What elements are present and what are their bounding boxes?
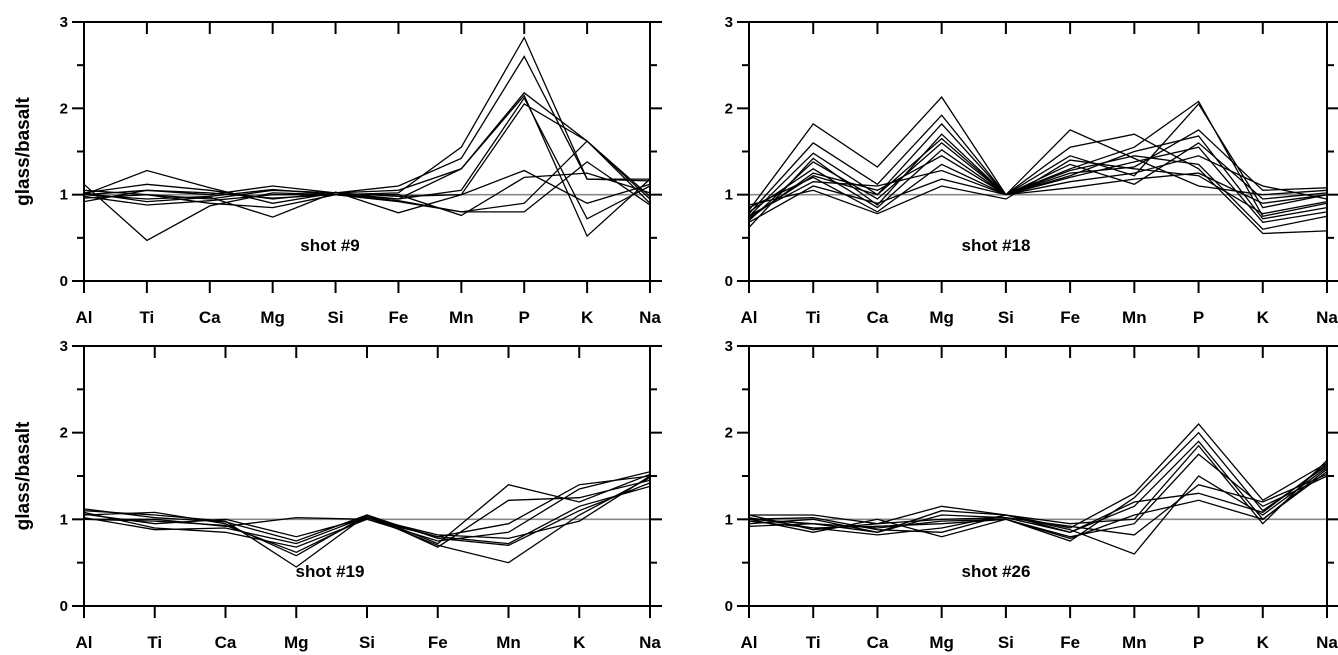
series-line-6 (83, 482, 651, 546)
x-tick-label: Ti (147, 633, 162, 652)
series-line-9 (83, 172, 651, 217)
x-tick-label: Mn (1122, 308, 1147, 327)
panel-shot-26: 0 1 2 3 Al Ti Ca Mg Si Fe Mn P K Na shot #26 (725, 338, 1338, 652)
series-line-9 (748, 463, 1328, 533)
series-line-5 (83, 477, 651, 564)
y-tick-label: 1 (60, 187, 68, 204)
y-axis-label: glass/basalt (13, 96, 34, 205)
series-line-8 (84, 485, 651, 545)
x-tick-label: K (581, 308, 594, 327)
y-tick-label: 0 (60, 273, 68, 290)
series-line-6 (748, 466, 1328, 555)
panel-title: shot #26 (962, 562, 1031, 581)
y-tick-label: 1 (60, 511, 68, 528)
x-tick-label: Mg (284, 633, 309, 652)
x-tick-label: Fe (1060, 633, 1080, 652)
series-line-4 (83, 471, 651, 548)
x-tick-label: Na (639, 308, 661, 327)
x-tick-label: K (1257, 633, 1270, 652)
x-tick-label: Ca (199, 308, 221, 327)
y-tick-label: 1 (725, 187, 733, 204)
x-tick-label: Ti (139, 308, 154, 327)
x-tick-label: Al (741, 633, 758, 652)
series-line-5 (748, 453, 1328, 538)
series-line-1 (748, 96, 1328, 211)
x-tick-label: Si (359, 633, 375, 652)
series-line-7 (748, 146, 1328, 224)
x-tick-label: Ca (215, 633, 237, 652)
y-tick-label: 1 (725, 511, 733, 528)
x-tick-label: Fe (428, 633, 448, 652)
series-line-4 (748, 102, 1328, 228)
x-tick-label: Al (741, 308, 758, 327)
x-tick-label: Si (328, 308, 344, 327)
y-tick-label: 3 (725, 14, 733, 31)
series-line-2 (83, 55, 651, 204)
x-tick-label: P (1193, 308, 1204, 327)
series-line-4 (748, 444, 1328, 536)
panel-shot-19: 0 1 2 3 Al Ti Ca Mg Si Fe Mn K Na shot #19 glass/basal… (13, 338, 662, 652)
panel-title: shot #19 (296, 562, 365, 581)
series-line-11 (748, 159, 1328, 215)
x-tick-label: Ca (867, 633, 889, 652)
panel-title: shot #9 (300, 236, 360, 255)
x-tick-label: Ti (806, 308, 821, 327)
y-tick-label: 0 (60, 598, 68, 615)
series-line-9 (748, 155, 1328, 230)
x-tick-label: Ti (806, 633, 821, 652)
x-tick-label: Mn (449, 308, 474, 327)
x-tick-label: Al (76, 633, 93, 652)
y-tick-label: 0 (725, 273, 733, 290)
x-tick-label: Mn (496, 633, 521, 652)
series-line-3 (748, 100, 1328, 218)
panel-title: shot #18 (962, 236, 1031, 255)
x-tick-label: Mn (1122, 633, 1147, 652)
y-tick-label: 2 (60, 100, 68, 117)
series-line-8 (748, 468, 1328, 540)
x-tick-label: Na (1316, 308, 1338, 327)
x-tick-label: P (519, 308, 530, 327)
panel-shot-18: 0 1 2 3 Al Ti Ca Mg Si Fe Mn P K Na shot #18 (725, 14, 1338, 327)
series-line-5 (83, 96, 651, 220)
y-tick-label: 0 (725, 598, 733, 615)
x-tick-label: K (1257, 308, 1270, 327)
y-tick-label: 3 (60, 14, 68, 31)
x-tick-label: Ca (867, 308, 889, 327)
y-axis-label: glass/basalt (13, 421, 34, 530)
series-line-5 (748, 129, 1328, 222)
x-tick-label: Fe (389, 308, 409, 327)
y-tick-label: 2 (725, 100, 733, 117)
series-line-1 (83, 36, 650, 242)
x-tick-label: Na (1316, 633, 1338, 652)
series-line-3 (83, 91, 651, 203)
series-line-10 (83, 140, 651, 213)
y-tick-label: 3 (725, 338, 733, 355)
series-line-2 (748, 114, 1328, 235)
x-tick-label: Si (998, 633, 1014, 652)
series-line-12 (748, 135, 1328, 220)
x-tick-label: Mg (929, 633, 954, 652)
series-line-4 (83, 94, 651, 238)
x-tick-label: Al (76, 308, 93, 327)
x-tick-label: Si (998, 308, 1014, 327)
y-tick-label: 2 (725, 425, 733, 442)
series-line-6 (748, 142, 1328, 213)
panel-shot-9: 0 1 2 3 Al Ti Ca Mg Si Fe Mn P K Na shot #9 glass/basal… (13, 14, 662, 327)
x-tick-label: Na (639, 633, 661, 652)
x-tick-label: Mg (929, 308, 954, 327)
x-tick-label: P (1193, 633, 1204, 652)
x-tick-label: Fe (1060, 308, 1080, 327)
series-line-10 (748, 172, 1328, 223)
y-tick-label: 3 (60, 338, 68, 355)
y-tick-label: 2 (60, 425, 68, 442)
x-tick-label: K (573, 633, 586, 652)
x-tick-label: Mg (260, 308, 285, 327)
